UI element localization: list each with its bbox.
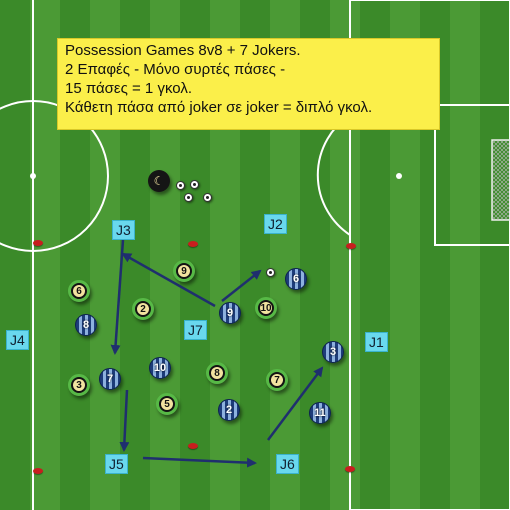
instructions-line-2: 2 Επαφές - Μόνο συρτές πάσες - [65, 61, 286, 78]
joker-j4: J4 [6, 330, 29, 350]
coach-icon: ☾ [148, 170, 170, 192]
blue-player-3: 3 [322, 341, 344, 363]
blue-player-10: 10 [149, 357, 171, 379]
blue-player-7: 7 [99, 368, 121, 390]
blue-player-11: 11 [309, 402, 331, 424]
cone [33, 240, 43, 246]
joker-j5: J5 [105, 454, 128, 474]
cone [345, 466, 355, 472]
instructions-line-1: Possession Games 8v8 + 7 Jokers. [65, 42, 301, 59]
ball-icon [203, 193, 212, 202]
joker-j2: J2 [264, 214, 287, 234]
cone [188, 241, 198, 247]
black-player-3: 3 [68, 374, 90, 396]
blue-player-2: 2 [218, 399, 240, 421]
cone [188, 443, 198, 449]
joker-j3: J3 [112, 220, 135, 240]
joker-j6: J6 [276, 454, 299, 474]
arrow-9-to-j3 [121, 252, 216, 308]
instructions-line-4: Κάθετη πάσα από joker σε joker = διπλό γ… [65, 99, 373, 116]
penalty-spot [396, 173, 402, 179]
cone [346, 243, 356, 249]
ball-icon [176, 181, 185, 190]
black-player-9: 9 [173, 260, 195, 282]
joker-j1: J1 [365, 332, 388, 352]
joker-j7: J7 [184, 320, 207, 340]
black-player-10: 10 [255, 297, 277, 319]
ball-icon [184, 193, 193, 202]
black-player-5: 5 [156, 393, 178, 415]
black-player-8: 8 [206, 362, 228, 384]
blue-player-6: 6 [285, 268, 307, 290]
black-player-6: 6 [68, 280, 90, 302]
ball-icon [266, 268, 275, 277]
instructions-line-3: 15 πάσες = 1 γκολ. [65, 80, 192, 97]
blue-player-8: 8 [75, 314, 97, 336]
pass-arrows [110, 239, 324, 468]
ball-icon [190, 180, 199, 189]
blue-player-9: 9 [219, 302, 241, 324]
black-player-2: 2 [132, 298, 154, 320]
instructions-box: Possession Games 8v8 + 7 Jokers. 2 Επαφέ… [57, 38, 440, 130]
black-player-7: 7 [266, 369, 288, 391]
cone [33, 468, 43, 474]
goal-net [491, 139, 510, 221]
arrow-7-to-j5 [119, 389, 130, 452]
arrow-j6-to-3 [267, 366, 324, 441]
center-spot [30, 173, 36, 179]
arrow-9-to-6 [221, 269, 262, 302]
arrow-j5-to-j6 [142, 456, 257, 468]
